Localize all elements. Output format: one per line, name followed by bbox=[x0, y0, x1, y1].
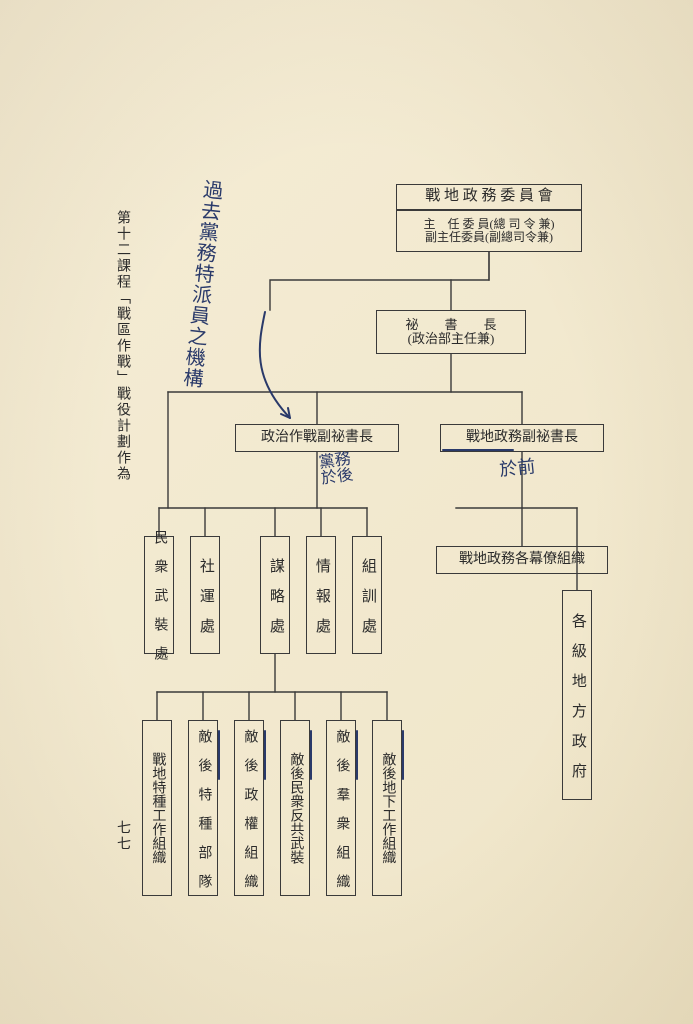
node-dep_pol: 政治作戰副祕書長 bbox=[235, 424, 399, 452]
node-c3: 敵後民衆反共武裝 bbox=[280, 720, 310, 896]
node-c2: 敵 後 羣 衆 組 織 bbox=[326, 720, 356, 896]
ink-underline bbox=[402, 730, 404, 780]
ink-underline bbox=[310, 730, 312, 780]
ink-underline bbox=[356, 730, 358, 780]
annotation-left-vertical: 過去黨務特派員之機構 bbox=[176, 178, 227, 390]
node-c5: 敵 後 特 種 部 隊 bbox=[188, 720, 218, 896]
node-dep_adm: 戰地政務副祕書長 bbox=[440, 424, 604, 452]
page: { "page": { "caption": "第十二課程「戰區作戰」戰役計劃作… bbox=[0, 0, 693, 1024]
node-root_sub: 主 任 委 員(總 司 令 兼) 副主任委員(副總司令兼) bbox=[396, 210, 582, 252]
annotation-under-dep-adm: 於前 bbox=[498, 452, 537, 482]
chapter-caption: 第十二課程「戰區作戰」戰役計劃作為 bbox=[112, 210, 132, 482]
node-c4: 敵 後 政 權 組 織 bbox=[234, 720, 264, 896]
node-b3: 謀 略 處 bbox=[260, 536, 290, 654]
annotation-under-dep-pol: 黨務 於後 bbox=[318, 452, 354, 488]
node-b5: 民 衆 武 裝 處 bbox=[144, 536, 174, 654]
node-root: 戰 地 政 務 委 員 會 bbox=[396, 184, 582, 210]
page-number: 七七 bbox=[112, 820, 132, 852]
node-local_gov: 各 級 地 方 政 府 bbox=[562, 590, 592, 800]
node-secretary: 祕 書 長 (政治部主任兼) bbox=[376, 310, 526, 354]
node-b2: 情 報 處 bbox=[306, 536, 336, 654]
ink-underline bbox=[264, 730, 266, 780]
node-c6: 戰地特種工作組織 bbox=[142, 720, 172, 896]
ink-underline bbox=[218, 730, 220, 780]
node-c1: 敵後地下工作組織 bbox=[372, 720, 402, 896]
node-b1: 組 訓 處 bbox=[352, 536, 382, 654]
node-adm_staff: 戰地政務各幕僚組織 bbox=[436, 546, 608, 574]
ink-underline bbox=[442, 449, 514, 451]
node-b4: 社 運 處 bbox=[190, 536, 220, 654]
